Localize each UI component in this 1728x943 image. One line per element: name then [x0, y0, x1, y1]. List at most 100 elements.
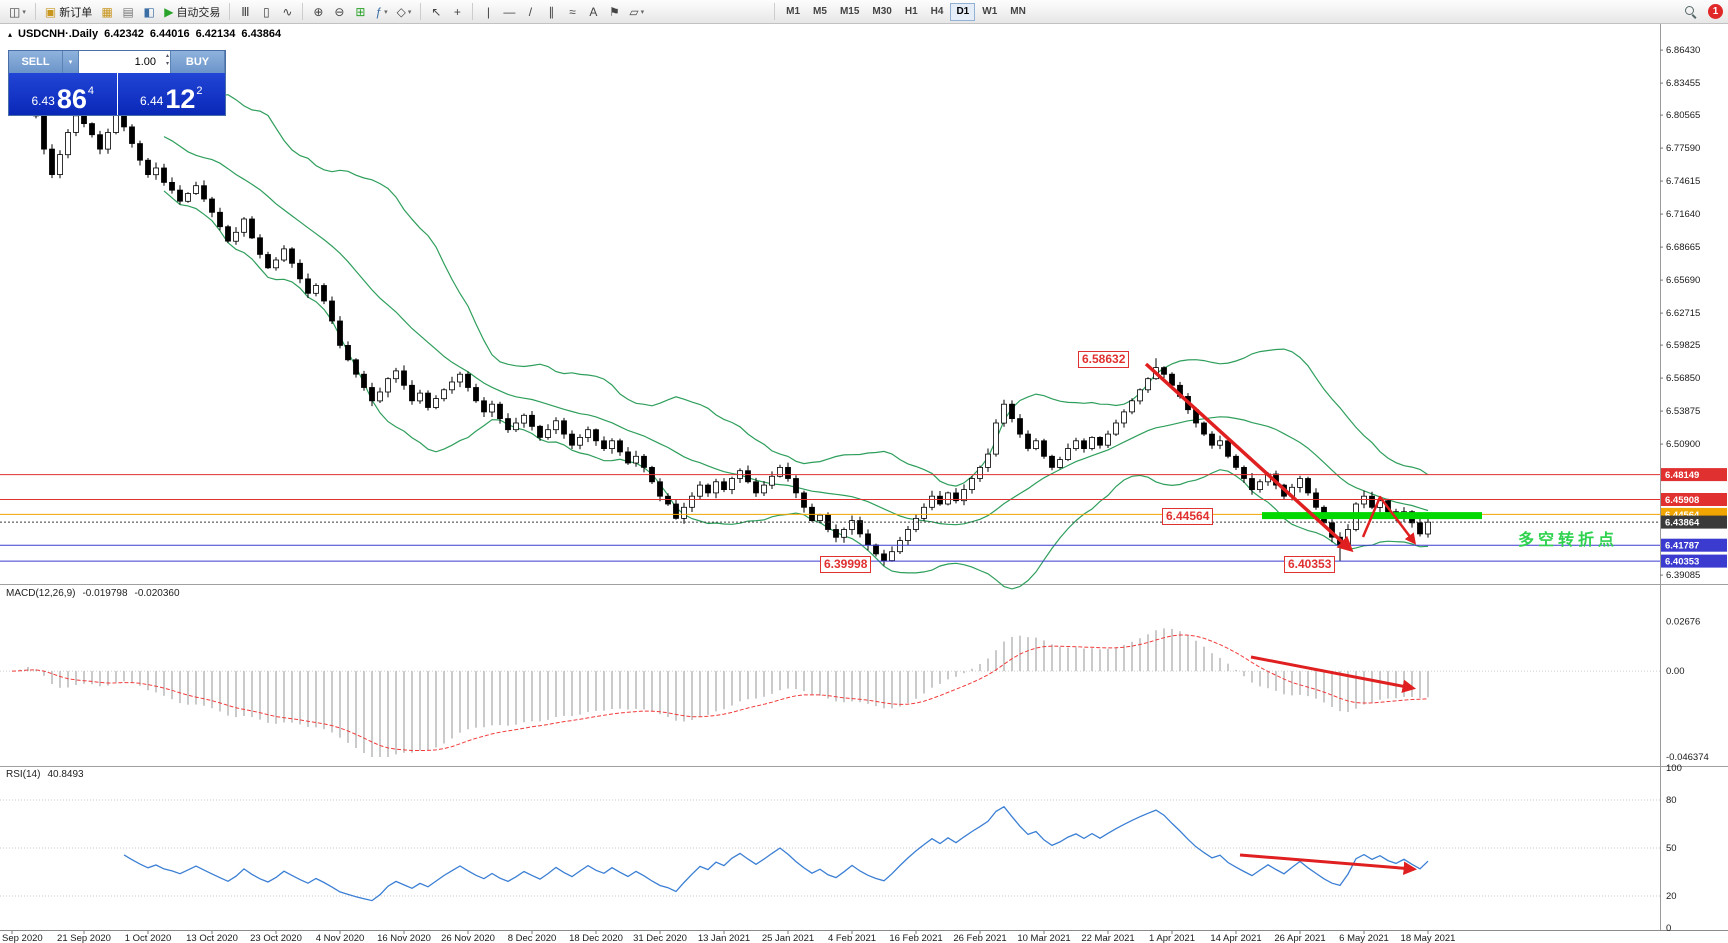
bollinger-bands — [163, 81, 1429, 590]
chevron-down-icon: ▾ — [407, 8, 412, 16]
timeframe-button-m15[interactable]: M15 — [839, 6, 860, 17]
macd-signal-line — [11, 634, 1429, 751]
search-icon — [1683, 4, 1698, 19]
crosshair-button[interactable]: + — [447, 2, 467, 22]
svg-text:6.53875: 6.53875 — [1666, 406, 1700, 417]
ohlc-high: 6.44016 — [149, 28, 190, 40]
timeframe-button-d1[interactable]: D1 — [950, 2, 976, 21]
sell-button[interactable]: SELL — [9, 51, 63, 73]
trend-arrows[interactable] — [1144, 362, 1418, 875]
svg-text:6.48149: 6.48149 — [1665, 470, 1699, 481]
data-window-button[interactable]: ▤ — [118, 2, 138, 22]
volume-value: 1.00 — [134, 56, 156, 68]
svg-text:6.68665: 6.68665 — [1666, 242, 1700, 253]
volume-input[interactable]: 1.00 ▴ ▾ — [79, 51, 171, 73]
tile-windows-icon: ⊞ — [355, 4, 366, 19]
chevron-down-icon: ▾ — [640, 8, 645, 16]
navigator-icon: ◧ — [143, 4, 155, 19]
svg-text:21 Sep 2020: 21 Sep 2020 — [57, 933, 111, 943]
macd-name: MACD(12,26,9) — [6, 588, 76, 599]
toolbar-separator — [229, 3, 231, 20]
new-chart-button[interactable]: ◫ ▾ — [5, 2, 30, 22]
zoom-out-button[interactable]: ⊖ — [329, 2, 349, 22]
vertical-line-button[interactable]: | — [478, 2, 498, 22]
sell-price-small: 6.43 — [31, 94, 55, 108]
crosshair-icon: + — [453, 4, 461, 19]
svg-text:14 Apr 2021: 14 Apr 2021 — [1210, 933, 1261, 943]
trendline-button[interactable]: / — [520, 2, 540, 22]
zoom-in-icon: ⊕ — [313, 4, 324, 19]
svg-text:0: 0 — [1666, 923, 1671, 934]
svg-text:6.83455: 6.83455 — [1666, 78, 1700, 89]
bar-chart-button[interactable]: Ⅲ — [235, 2, 255, 22]
svg-text:26 Feb 2021: 26 Feb 2021 — [953, 933, 1006, 943]
spin-up-icon[interactable]: ▴ — [165, 53, 169, 59]
svg-text:1 Apr 2021: 1 Apr 2021 — [1149, 933, 1195, 943]
toolbar-separator — [774, 3, 776, 20]
trendline-icon: / — [528, 4, 533, 19]
cursor-icon: ↖ — [431, 4, 442, 19]
bar-chart-icon: Ⅲ — [241, 4, 250, 19]
timeframe-button-mn[interactable]: MN — [1010, 6, 1026, 17]
svg-text:6.65690: 6.65690 — [1666, 275, 1700, 286]
text-tool-button[interactable]: A — [583, 2, 603, 22]
price-axis: 6.86430 6.83455 6.80565 6.77590 6.74615 6.716… — [1660, 45, 1727, 934]
svg-text:6.71640: 6.71640 — [1666, 209, 1700, 220]
order-type-dropdown[interactable]: ▾ — [63, 51, 79, 73]
svg-text:6.62715: 6.62715 — [1666, 308, 1700, 319]
timeframe-button-m1[interactable]: M1 — [786, 6, 801, 17]
navigator-button[interactable]: ◧ — [139, 2, 159, 22]
svg-text:Sep 2020: Sep 2020 — [2, 933, 43, 943]
svg-text:6.44564: 6.44564 — [1665, 510, 1700, 521]
svg-text:6.40353: 6.40353 — [1665, 557, 1699, 568]
toolbar-separator — [302, 3, 304, 20]
svg-text:6.80565: 6.80565 — [1666, 110, 1700, 121]
notification-badge[interactable]: 1 — [1708, 4, 1723, 19]
new-order-button[interactable]: ▣ 新订单 — [41, 2, 96, 22]
sell-price-button[interactable]: 6.43 86 4 — [9, 73, 117, 115]
svg-text:6.56850: 6.56850 — [1666, 373, 1700, 384]
search-button[interactable] — [1679, 2, 1702, 22]
market-watch-button[interactable]: ▦ — [97, 2, 117, 22]
buy-price-big: 12 — [165, 84, 196, 115]
zoom-in-button[interactable]: ⊕ — [308, 2, 328, 22]
buy-price-button[interactable]: 6.44 12 2 — [117, 73, 225, 115]
line-chart-button[interactable]: ∿ — [277, 2, 297, 22]
rsi-level-lines — [0, 799, 1660, 897]
buy-button[interactable]: BUY — [171, 51, 225, 73]
objects-list-button[interactable]: ◇ ▾ — [393, 2, 416, 22]
panel-frame — [0, 24, 1728, 931]
svg-text:22 Mar 2021: 22 Mar 2021 — [1081, 933, 1134, 943]
time-axis: Sep 2020 21 Sep 2020 1 Oct 2020 13 Oct 2020… — [2, 931, 1455, 943]
svg-text:6.39085: 6.39085 — [1666, 570, 1700, 581]
cursor-button[interactable]: ↖ — [426, 2, 446, 22]
indicators-button[interactable]: ƒ ▾ — [371, 2, 391, 22]
autotrade-label: 自动交易 — [176, 6, 221, 19]
candle-chart-button[interactable]: ▯ — [256, 2, 276, 22]
tile-windows-button[interactable]: ⊞ — [350, 2, 370, 22]
svg-text:6.41787: 6.41787 — [1665, 541, 1699, 552]
shapes-icon: ▱ — [629, 4, 639, 19]
chart-marker-icon: ▴ — [8, 30, 13, 39]
spin-down-icon[interactable]: ▾ — [165, 61, 169, 68]
timeframe-button-m30[interactable]: M30 — [872, 6, 892, 17]
objects-list-icon: ◇ — [396, 4, 406, 19]
volume-spinner[interactable]: ▴ ▾ — [166, 52, 169, 69]
sell-price-sup: 4 — [87, 85, 95, 97]
timeframe-button-h1[interactable]: H1 — [904, 6, 918, 17]
rsi-line — [123, 805, 1429, 902]
timeframe-button-h4[interactable]: H4 — [930, 6, 944, 17]
timeframe-button-m5[interactable]: M5 — [813, 6, 827, 17]
svg-text:50: 50 — [1666, 843, 1677, 854]
timeframe-button-w1[interactable]: W1 — [982, 6, 998, 17]
channel-button[interactable]: ∥ — [541, 2, 561, 22]
fibonacci-button[interactable]: ≈ — [562, 2, 582, 22]
svg-text:10 Mar 2021: 10 Mar 2021 — [1017, 933, 1070, 943]
shapes-button[interactable]: ▱ ▾ — [625, 2, 648, 22]
autotrade-button[interactable]: ▶ 自动交易 — [160, 2, 224, 22]
data-window-icon: ▤ — [122, 4, 134, 19]
svg-text:0.02676: 0.02676 — [1666, 617, 1700, 628]
horizontal-line-button[interactable]: — — [499, 2, 519, 22]
label-tool-button[interactable]: ⚑ — [604, 2, 624, 22]
